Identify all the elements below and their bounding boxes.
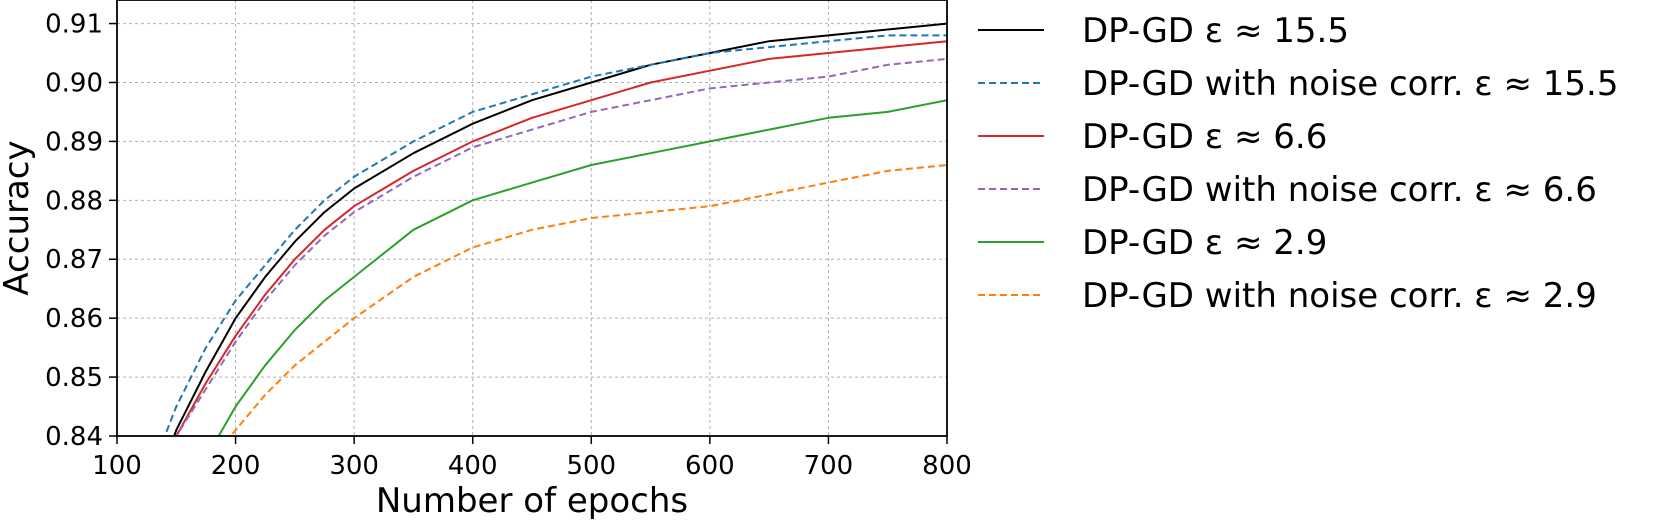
gridlines bbox=[116, 0, 948, 437]
legend: DP-GD ε ≈ 15.5 DP-GD with noise corr. ε ≈… bbox=[978, 11, 1619, 316]
x-tick-label: 200 bbox=[211, 451, 261, 481]
series-line-5 bbox=[217, 99, 947, 436]
y-tick-label: 0.90 bbox=[45, 68, 103, 98]
series-line-2 bbox=[163, 34, 947, 436]
x-axis-label: Number of epochs bbox=[376, 481, 688, 521]
legend-label-2: DP-GD with noise corr. ε ≈ 15.5 bbox=[1082, 64, 1619, 104]
y-tick-label: 0.84 bbox=[45, 422, 103, 452]
x-tick-label: 100 bbox=[92, 451, 142, 481]
legend-label-6: DP-GD with noise corr. ε ≈ 2.9 bbox=[1082, 276, 1597, 316]
y-tick-label: 0.85 bbox=[45, 363, 103, 393]
x-tick-label: 500 bbox=[566, 451, 616, 481]
x-tick-label: 400 bbox=[448, 451, 498, 481]
legend-label-1: DP-GD ε ≈ 15.5 bbox=[1082, 11, 1349, 51]
x-axis-ticks: 100 200 300 400 500 600 700 800 bbox=[92, 436, 972, 481]
x-tick-label: 300 bbox=[329, 451, 379, 481]
x-tick-label: 700 bbox=[804, 451, 854, 481]
series-lines bbox=[163, 22, 947, 436]
y-tick-label: 0.89 bbox=[45, 127, 103, 157]
series-line-3 bbox=[175, 40, 947, 436]
x-tick-label: 600 bbox=[685, 451, 735, 481]
series-line-1 bbox=[173, 22, 947, 436]
y-axis-label: Accuracy bbox=[0, 140, 37, 295]
legend-label-4: DP-GD with noise corr. ε ≈ 6.6 bbox=[1082, 170, 1597, 210]
legend-label-3: DP-GD ε ≈ 6.6 bbox=[1082, 117, 1327, 157]
y-tick-label: 0.86 bbox=[45, 304, 103, 334]
y-axis-ticks: 0.84 0.85 0.86 0.87 0.88 0.89 0.90 0.91 bbox=[45, 10, 117, 452]
x-tick-label: 800 bbox=[922, 451, 972, 481]
legend-label-5: DP-GD ε ≈ 2.9 bbox=[1082, 223, 1327, 263]
plot-frame bbox=[116, 0, 948, 437]
y-tick-label: 0.88 bbox=[45, 186, 103, 216]
y-tick-label: 0.87 bbox=[45, 245, 103, 275]
y-tick-label: 0.91 bbox=[45, 10, 103, 40]
series-line-4 bbox=[175, 57, 947, 436]
series-line-6 bbox=[229, 164, 947, 436]
